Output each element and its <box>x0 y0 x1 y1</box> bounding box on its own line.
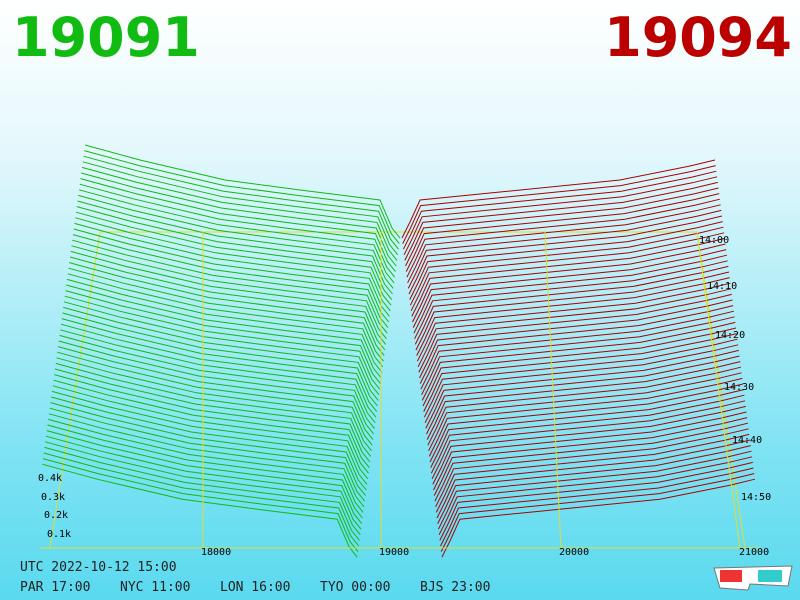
grid-line <box>544 231 562 549</box>
depth-lines <box>41 144 756 558</box>
bid-line <box>41 463 358 558</box>
bid-line <box>46 430 363 525</box>
zone-time: TYO 00:00 <box>320 580 391 595</box>
depth-tick-label: 0.1k <box>47 529 71 540</box>
bid-line <box>65 290 381 385</box>
zone-time: NYC 11:00 <box>120 580 191 595</box>
bid-line <box>82 161 399 256</box>
bid-line <box>70 250 387 345</box>
bid-line <box>62 306 379 401</box>
time-tick-label: 14:50 <box>741 492 771 503</box>
bid-line <box>80 172 397 267</box>
bid-line <box>84 144 401 239</box>
bid-line <box>77 200 393 295</box>
bid-line <box>81 166 398 261</box>
bid-line <box>58 340 375 435</box>
ask-line <box>438 456 753 536</box>
bid-line <box>83 155 399 250</box>
bid-line <box>71 239 388 334</box>
bid-line <box>73 228 390 323</box>
bid-line <box>66 278 383 373</box>
bid-line <box>51 390 368 485</box>
bid-line <box>59 329 376 424</box>
bid-line <box>80 178 396 273</box>
bid-line <box>62 312 378 407</box>
bid-line <box>52 385 369 480</box>
bid-line <box>48 413 365 508</box>
time-tick-label: 14:30 <box>724 382 754 393</box>
bid-line <box>43 452 360 547</box>
price-tick-label: 20000 <box>559 547 589 558</box>
bid-line <box>67 273 384 368</box>
depth-tick-label: 0.4k <box>38 473 62 484</box>
bid-line <box>42 458 359 553</box>
bid-line <box>47 424 363 519</box>
bid-line <box>74 222 390 317</box>
price-tick-label: 21000 <box>739 547 769 558</box>
bid-line <box>59 334 375 429</box>
time-tick-label: 14:20 <box>715 330 745 341</box>
time-tick-label: 14:00 <box>699 235 729 246</box>
bid-line <box>54 368 371 463</box>
bid-line <box>78 189 395 284</box>
bid-line <box>49 407 366 502</box>
bid-line <box>60 323 377 418</box>
bid-line <box>50 396 367 491</box>
bid-price: 19091 <box>12 6 200 69</box>
price-tick-label: 19000 <box>379 547 409 558</box>
price-tick-label: 18000 <box>201 547 231 558</box>
left-lens <box>720 570 742 582</box>
bid-line <box>64 295 381 390</box>
bid-line <box>79 183 396 278</box>
glasses-icon <box>713 565 793 591</box>
ask-line <box>441 478 756 558</box>
bid-line <box>61 318 378 413</box>
utc-time: UTC 2022-10-12 15:00 <box>20 560 177 575</box>
bid-line <box>56 357 372 452</box>
bid-line <box>56 351 373 446</box>
ask-line <box>439 461 754 541</box>
bid-line <box>65 284 382 379</box>
bid-line <box>71 245 387 340</box>
bid-line <box>75 211 392 306</box>
grid-line <box>696 231 741 549</box>
bid-line <box>63 301 380 396</box>
zone-time: LON 16:00 <box>220 580 291 595</box>
depth-tick-label: 0.3k <box>41 492 65 503</box>
ask-price: 19094 <box>604 6 792 69</box>
ask-line <box>440 467 754 547</box>
ask-line <box>440 473 755 553</box>
bid-line <box>47 418 364 513</box>
bid-line <box>53 374 370 469</box>
right-lens <box>758 570 782 582</box>
bid-line <box>69 256 386 351</box>
time-tick-label: 14:40 <box>732 435 762 446</box>
zone-time: BJS 23:00 <box>420 580 491 595</box>
bid-line <box>57 346 374 441</box>
bid-line <box>53 379 369 474</box>
bid-line <box>55 362 372 457</box>
bid-line <box>72 234 389 329</box>
bid-line <box>44 446 360 541</box>
bid-line <box>68 267 384 362</box>
bid-line <box>76 206 393 301</box>
zone-time: PAR 17:00 <box>20 580 91 595</box>
bid-line <box>77 194 394 289</box>
bid-line <box>68 262 385 357</box>
time-tick-label: 14:10 <box>707 281 737 292</box>
bid-line <box>50 402 366 497</box>
bid-line <box>83 150 400 245</box>
depth-tick-label: 0.2k <box>44 510 68 521</box>
